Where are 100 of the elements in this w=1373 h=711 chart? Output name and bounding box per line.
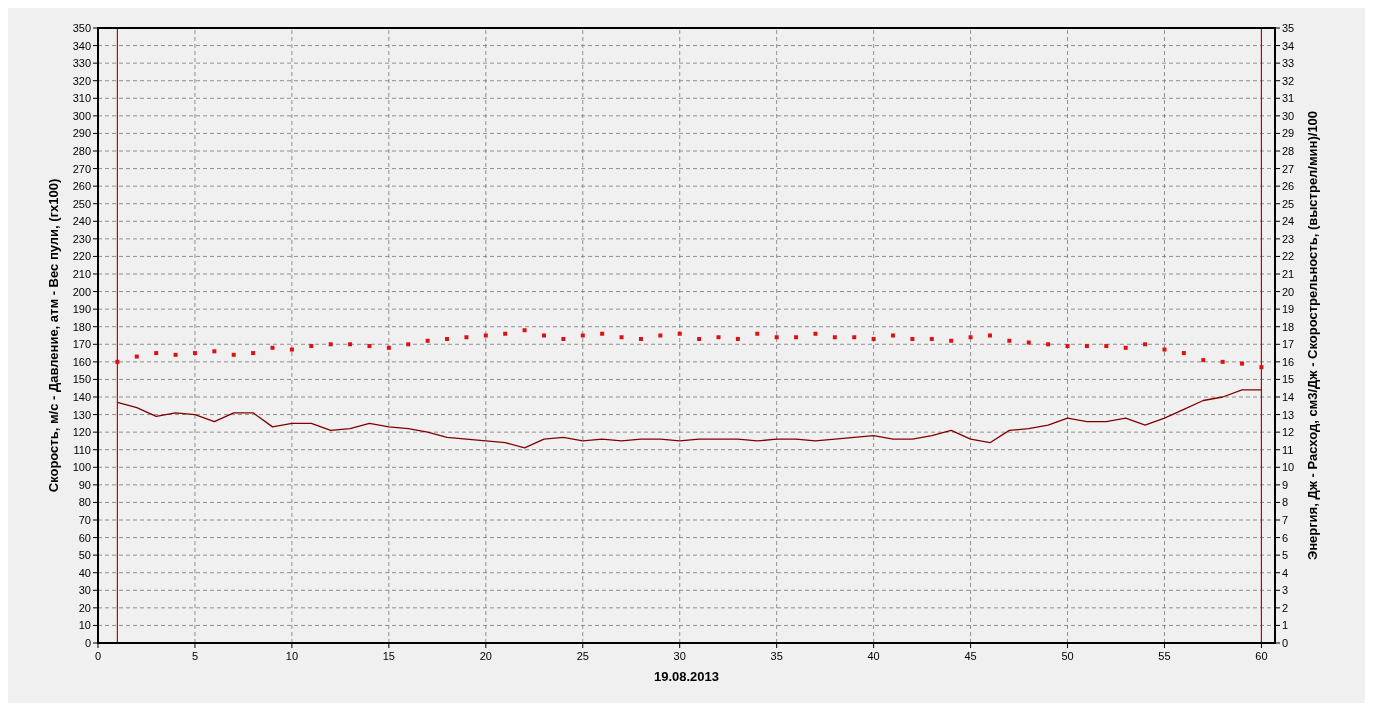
y2-tick-label: 30 (1282, 109, 1295, 122)
y-tick-label: 220 (72, 250, 91, 263)
y-tick-label: 130 (72, 408, 91, 421)
line-series (116, 389, 1263, 449)
y-tick-label: 140 (72, 391, 91, 403)
y2-tick-label: 35 (1282, 22, 1295, 34)
y-tick-label: 10 (78, 619, 91, 632)
x-tick-label: 60 (1255, 650, 1268, 662)
y2-tick-label: 1 (1282, 619, 1289, 632)
point (658, 333, 663, 338)
point (134, 354, 139, 359)
y2-tick-label: 4 (1282, 566, 1289, 579)
y-tick-label: 310 (72, 92, 91, 105)
y2-tick-label: 34 (1282, 39, 1295, 52)
point (464, 335, 469, 340)
point (929, 337, 934, 342)
y2-tick-label: 2 (1282, 601, 1289, 614)
point (522, 328, 527, 333)
y2-tick-label: 6 (1282, 531, 1289, 544)
point (619, 335, 624, 340)
x-tick-label: 35 (770, 650, 783, 662)
y2-tick-label: 25 (1282, 197, 1295, 210)
point (328, 342, 333, 347)
y2-tick-label: 28 (1282, 145, 1295, 157)
y-tick-label: 120 (72, 426, 91, 439)
x-tick-label: 0 (94, 650, 102, 662)
x-tick-label: 15 (382, 650, 395, 662)
point (1240, 361, 1245, 366)
y2-tick-label: 29 (1282, 127, 1295, 140)
point (1220, 359, 1225, 364)
point (987, 333, 992, 338)
y2-tick-label: 22 (1282, 250, 1295, 263)
point (774, 335, 779, 340)
point (561, 337, 566, 342)
x-tick-label: 5 (191, 650, 199, 662)
y-tick-label: 180 (72, 320, 91, 333)
y-axis-title: Скорость, м/с - Давление, атм - Вес пули, (гх100) (46, 178, 61, 493)
y2-tick-label: 33 (1282, 57, 1295, 70)
point (910, 337, 915, 342)
point (289, 347, 294, 352)
y2-tick-label: 31 (1282, 92, 1295, 105)
point (755, 331, 760, 336)
y2-tick-label: 27 (1282, 162, 1295, 175)
x-tick-label: 50 (1061, 650, 1074, 662)
x-tick-label: 55 (1158, 650, 1171, 662)
point (852, 335, 857, 340)
y-tick-label: 320 (72, 74, 91, 87)
point (1084, 344, 1089, 349)
y2-tick-label: 26 (1282, 180, 1295, 193)
y2-tick-label: 17 (1282, 338, 1295, 351)
point (968, 335, 973, 340)
point (154, 351, 159, 356)
y2-tick-label: 13 (1282, 408, 1295, 421)
y-tick-label: 100 (72, 461, 91, 474)
y-tick-label: 300 (72, 109, 91, 122)
point (173, 352, 178, 357)
y-tick-label: 270 (72, 162, 91, 175)
y-tick-label: 340 (72, 39, 91, 52)
y-tick-label: 60 (78, 531, 91, 544)
y-tick-label: 230 (72, 232, 91, 245)
y2-tick-label: 11 (1282, 443, 1294, 456)
point (1046, 342, 1051, 347)
point (192, 351, 197, 356)
point (1065, 344, 1070, 349)
point (1123, 345, 1128, 350)
y-tick-label: 50 (78, 549, 91, 562)
point (638, 337, 643, 342)
y-tick-label: 110 (73, 443, 91, 456)
x-tick-label: 40 (867, 650, 880, 662)
point (541, 333, 546, 338)
point (1181, 351, 1186, 356)
y2-tick-label: 9 (1282, 478, 1289, 491)
y-tick-label: 240 (72, 215, 91, 228)
point (794, 335, 799, 340)
point (949, 338, 954, 343)
y-tick-label: 260 (72, 180, 91, 193)
point (832, 335, 837, 340)
point (813, 331, 818, 336)
point (406, 342, 411, 347)
point (600, 331, 605, 336)
x-tick-label: 10 (285, 650, 299, 662)
point (580, 333, 585, 338)
x-tick-label: 25 (576, 650, 589, 662)
y2-tick-label: 16 (1282, 355, 1295, 368)
y2-tick-label: 12 (1282, 426, 1295, 439)
point (348, 342, 353, 347)
y-tick-label: 90 (78, 478, 91, 491)
y-tick-label: 20 (78, 601, 91, 614)
x-axis-title: 19.08.2013 (653, 669, 720, 684)
x-tick-label: 20 (479, 650, 492, 662)
y-tick-label: 280 (72, 145, 91, 157)
y2-tick-label: 0 (1282, 637, 1289, 649)
point (1143, 342, 1148, 347)
point (386, 345, 391, 350)
y2-tick-label: 15 (1282, 373, 1295, 386)
point (1201, 358, 1206, 363)
point (1007, 338, 1012, 343)
point (1259, 365, 1264, 370)
point (251, 351, 256, 356)
y-tick-label: 30 (78, 584, 91, 597)
